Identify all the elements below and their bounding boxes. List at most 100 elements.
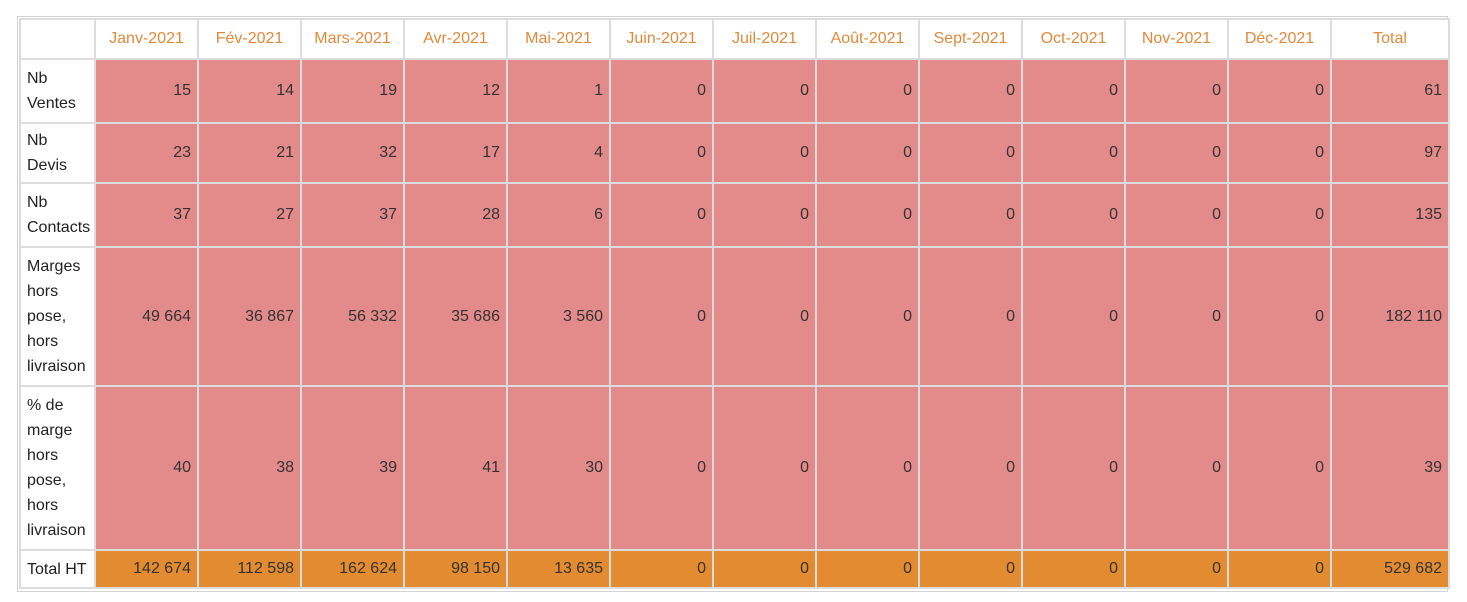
cell-value: 0 <box>609 549 714 589</box>
cell-value: 39 <box>300 385 405 551</box>
cell-value: 112 598 <box>197 549 302 589</box>
header-row: Janv-2021 Fév-2021 Mars-2021 Avr-2021 Ma… <box>19 18 1450 60</box>
cell-value: 162 624 <box>300 549 405 589</box>
cell-total: 135 <box>1330 182 1450 248</box>
column-header-aug[interactable]: Août-2021 <box>815 18 920 60</box>
cell-value: 0 <box>918 246 1023 387</box>
cell-value: 0 <box>1021 549 1126 589</box>
cell-value: 19 <box>300 58 405 124</box>
column-header-jun[interactable]: Juin-2021 <box>609 18 714 60</box>
cell-value: 0 <box>712 549 817 589</box>
cell-value: 38 <box>197 385 302 551</box>
cell-value: 0 <box>712 246 817 387</box>
row-label: Nb Ventes <box>19 58 96 124</box>
cell-value: 28 <box>403 182 508 248</box>
cell-value: 13 635 <box>506 549 611 589</box>
cell-value: 0 <box>918 385 1023 551</box>
cell-value: 23 <box>94 122 199 184</box>
cell-value: 0 <box>1021 246 1126 387</box>
cell-value: 32 <box>300 122 405 184</box>
monthly-stats-table: Janv-2021 Fév-2021 Mars-2021 Avr-2021 Ma… <box>19 18 1450 589</box>
column-header-apr[interactable]: Avr-2021 <box>403 18 508 60</box>
cell-value: 0 <box>815 122 920 184</box>
cell-value: 0 <box>1227 246 1332 387</box>
cell-value: 0 <box>1124 122 1229 184</box>
cell-value: 3 560 <box>506 246 611 387</box>
cell-value: 6 <box>506 182 611 248</box>
cell-value: 0 <box>815 385 920 551</box>
cell-value: 37 <box>300 182 405 248</box>
stats-panel: Janv-2021 Fév-2021 Mars-2021 Avr-2021 Ma… <box>17 16 1450 592</box>
column-header-feb[interactable]: Fév-2021 <box>197 18 302 60</box>
column-header-nov[interactable]: Nov-2021 <box>1124 18 1229 60</box>
cell-value: 142 674 <box>94 549 199 589</box>
row-total-ht: Total HT 142 674 112 598 162 624 98 150 … <box>19 549 1450 589</box>
cell-value: 56 332 <box>300 246 405 387</box>
cell-value: 0 <box>609 122 714 184</box>
cell-value: 27 <box>197 182 302 248</box>
cell-total: 182 110 <box>1330 246 1450 387</box>
cell-value: 0 <box>918 549 1023 589</box>
cell-value: 0 <box>1227 549 1332 589</box>
cell-value: 4 <box>506 122 611 184</box>
cell-value: 37 <box>94 182 199 248</box>
cell-value: 0 <box>918 58 1023 124</box>
column-header-jul[interactable]: Juil-2021 <box>712 18 817 60</box>
cell-value: 40 <box>94 385 199 551</box>
cell-value: 0 <box>1124 385 1229 551</box>
cell-total: 529 682 <box>1330 549 1450 589</box>
row-pct-marge: % de marge hors pose, hors livraison 40 … <box>19 385 1450 551</box>
cell-value: 0 <box>1227 122 1332 184</box>
cell-value: 41 <box>403 385 508 551</box>
cell-value: 17 <box>403 122 508 184</box>
cell-value: 0 <box>1124 549 1229 589</box>
cell-total: 97 <box>1330 122 1450 184</box>
cell-value: 0 <box>1021 122 1126 184</box>
cell-value: 0 <box>609 182 714 248</box>
cell-value: 98 150 <box>403 549 508 589</box>
row-nb-devis: Nb Devis 23 21 32 17 4 0 0 0 0 0 0 0 97 <box>19 122 1450 184</box>
cell-value: 0 <box>609 58 714 124</box>
column-header-may[interactable]: Mai-2021 <box>506 18 611 60</box>
cell-value: 14 <box>197 58 302 124</box>
cell-value: 49 664 <box>94 246 199 387</box>
row-label: Total HT <box>19 549 96 589</box>
column-header-total[interactable]: Total <box>1330 18 1450 60</box>
row-nb-contacts: Nb Contacts 37 27 37 28 6 0 0 0 0 0 0 0 … <box>19 182 1450 248</box>
cell-value: 0 <box>1124 246 1229 387</box>
cell-value: 21 <box>197 122 302 184</box>
cell-value: 0 <box>1124 58 1229 124</box>
cell-total: 61 <box>1330 58 1450 124</box>
cell-value: 0 <box>815 58 920 124</box>
cell-value: 0 <box>918 182 1023 248</box>
cell-value: 0 <box>1021 182 1126 248</box>
cell-value: 0 <box>1227 58 1332 124</box>
row-label: Nb Devis <box>19 122 96 184</box>
row-marges: Marges hors pose, hors livraison 49 664 … <box>19 246 1450 387</box>
row-nb-ventes: Nb Ventes 15 14 19 12 1 0 0 0 0 0 0 0 61 <box>19 58 1450 124</box>
cell-value: 35 686 <box>403 246 508 387</box>
column-header-oct[interactable]: Oct-2021 <box>1021 18 1126 60</box>
column-header-jan[interactable]: Janv-2021 <box>94 18 199 60</box>
column-header-mar[interactable]: Mars-2021 <box>300 18 405 60</box>
cell-value: 0 <box>815 246 920 387</box>
cell-value: 30 <box>506 385 611 551</box>
cell-total: 39 <box>1330 385 1450 551</box>
column-header-sep[interactable]: Sept-2021 <box>918 18 1023 60</box>
row-label: Marges hors pose, hors livraison <box>19 246 96 387</box>
cell-value: 0 <box>815 549 920 589</box>
cell-value: 12 <box>403 58 508 124</box>
row-label: % de marge hors pose, hors livraison <box>19 385 96 551</box>
cell-value: 36 867 <box>197 246 302 387</box>
cell-value: 15 <box>94 58 199 124</box>
cell-value: 0 <box>815 182 920 248</box>
column-header-dec[interactable]: Déc-2021 <box>1227 18 1332 60</box>
cell-value: 0 <box>712 182 817 248</box>
row-label: Nb Contacts <box>19 182 96 248</box>
cell-value: 0 <box>609 385 714 551</box>
cell-value: 0 <box>918 122 1023 184</box>
cell-value: 0 <box>1124 182 1229 248</box>
cell-value: 0 <box>712 122 817 184</box>
cell-value: 0 <box>712 58 817 124</box>
cell-value: 0 <box>1021 385 1126 551</box>
